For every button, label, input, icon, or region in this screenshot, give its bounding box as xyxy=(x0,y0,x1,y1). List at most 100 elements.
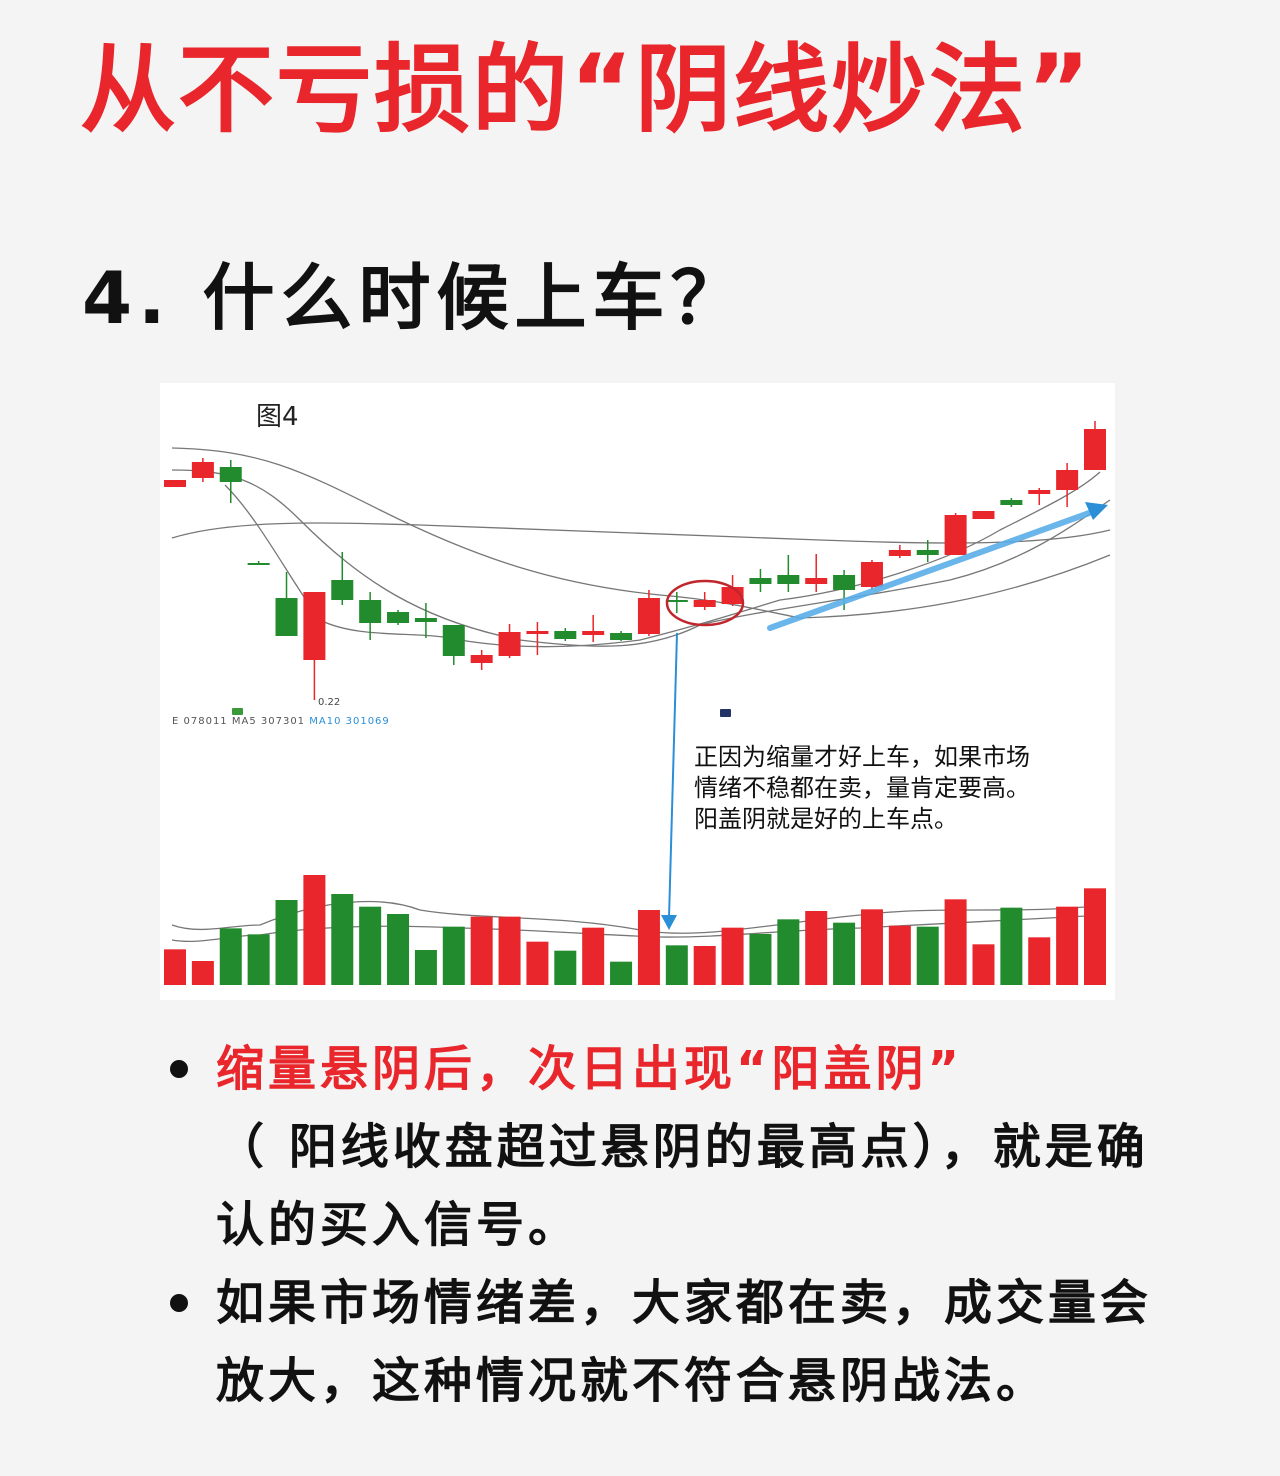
ma-line-mid xyxy=(171,522,1111,544)
candle-body xyxy=(777,575,800,584)
candle xyxy=(916,540,939,562)
candle xyxy=(972,511,995,519)
candle-body xyxy=(693,600,716,607)
legend-ma10: MA10 301069 xyxy=(309,716,390,727)
signal-pointer-line xyxy=(668,632,678,919)
low-price-label: 0.22 xyxy=(318,697,341,708)
volume-bar xyxy=(944,899,967,985)
volume-bar xyxy=(1028,937,1051,985)
trend-arrow-head xyxy=(1085,502,1108,520)
candle xyxy=(693,592,716,610)
candle xyxy=(888,545,911,558)
candle-body xyxy=(665,600,688,602)
volume-ma-line-1 xyxy=(171,900,1106,934)
chart-annotation: 正因为缩量才好上车，如果市场 情绪不稳都在卖，量肯定要高。 阳盖阴就是好的上车点… xyxy=(694,742,1030,835)
bullet-text: 如果市场情绪差，大家都在卖，成交量会放大，这种情况就不符合悬阴战法。 xyxy=(216,1275,1153,1409)
bullet-list: 缩量悬阴后，次日出现“阳盖阴” （ 阳线收盘超过悬阴的最高点），就是确认的买入信… xyxy=(170,1030,1180,1420)
candle-body xyxy=(833,575,856,590)
candle-body xyxy=(916,550,939,555)
candle xyxy=(1084,421,1106,470)
candle xyxy=(1000,498,1023,507)
volume-bar xyxy=(693,946,716,985)
candle xyxy=(805,554,828,592)
candle xyxy=(303,592,326,700)
candle xyxy=(749,569,772,592)
bullet-item: 如果市场情绪差，大家都在卖，成交量会放大，这种情况就不符合悬阴战法。 xyxy=(170,1264,1180,1420)
candle-body xyxy=(359,600,382,623)
volume-bar xyxy=(275,900,298,985)
candle xyxy=(526,622,549,655)
candle-body xyxy=(303,592,326,660)
bullet-highlight: 缩量悬阴后，次日出现“阳盖阴” xyxy=(216,1041,964,1097)
candle xyxy=(1056,463,1079,507)
candle-body xyxy=(247,563,270,565)
candle xyxy=(414,603,437,638)
volume-bar xyxy=(777,919,800,985)
ma-line-short xyxy=(171,469,1111,647)
indicator-tag xyxy=(720,709,731,717)
candle xyxy=(637,590,660,636)
bullet-dot-icon xyxy=(170,1060,188,1078)
candle xyxy=(944,513,967,555)
candle-body xyxy=(1056,470,1079,490)
candle-body xyxy=(331,580,354,600)
candle-body xyxy=(1000,500,1023,505)
candle-body xyxy=(219,467,242,482)
legend-prefix: E 078011 xyxy=(172,716,228,727)
volume-bar xyxy=(749,934,772,985)
candle xyxy=(777,555,800,592)
candle xyxy=(1028,488,1051,505)
candle-body xyxy=(275,598,298,636)
section-heading: 4. 什么时候上车？ xyxy=(82,256,749,340)
candle-body xyxy=(582,631,605,635)
candle xyxy=(164,480,186,487)
volume-bar xyxy=(1000,907,1023,985)
volume-bar xyxy=(387,914,410,985)
candle-body xyxy=(526,631,549,634)
candle xyxy=(665,592,688,613)
candle xyxy=(219,460,242,503)
candle-body xyxy=(805,578,828,584)
highlight-circle xyxy=(665,579,745,627)
volume-bar xyxy=(721,927,744,985)
candle xyxy=(359,592,382,640)
volume-bar xyxy=(442,926,465,985)
candle xyxy=(610,631,633,641)
candle xyxy=(275,572,298,636)
ma-legend: E 078011 MA5 307301 MA10 301069 xyxy=(172,716,390,727)
volume-bar xyxy=(582,927,605,985)
moving-average-lines xyxy=(171,447,1111,943)
bullet-dot-icon xyxy=(170,1294,188,1312)
annotation-line: 正因为缩量才好上车，如果市场 xyxy=(694,743,1030,771)
candle xyxy=(331,552,354,605)
volume-bar xyxy=(470,916,493,985)
volume-bar xyxy=(331,894,354,985)
volume-bar xyxy=(498,916,521,985)
volume-bar xyxy=(219,928,242,985)
candle-body xyxy=(888,550,911,556)
annotation-line: 阳盖阴就是好的上车点。 xyxy=(694,805,958,833)
candle-body xyxy=(387,612,410,623)
candle xyxy=(860,560,883,590)
volume-bar xyxy=(303,875,326,985)
volume-bar xyxy=(833,922,856,985)
bullet-item: 缩量悬阴后，次日出现“阳盖阴” （ 阳线收盘超过悬阴的最高点），就是确认的买入信… xyxy=(170,1030,1180,1264)
volume-bar xyxy=(526,941,549,985)
candle xyxy=(247,561,270,565)
annotation-line: 情绪不稳都在卖，量肯定要高。 xyxy=(694,774,1030,802)
candle-body xyxy=(749,578,772,584)
candle-body xyxy=(944,515,967,555)
bullet-text: （ 阳线收盘超过悬阴的最高点），就是确认的买入信号。 xyxy=(216,1119,1149,1253)
candle xyxy=(498,624,521,658)
trend-arrow-line xyxy=(767,509,1095,631)
candle xyxy=(582,615,605,642)
candle-body xyxy=(1084,429,1106,470)
candle-body xyxy=(470,655,493,663)
volume-bar xyxy=(164,949,186,985)
volume-bar xyxy=(359,906,382,985)
candle-body xyxy=(554,631,577,639)
volume-bar xyxy=(610,961,633,985)
volume-bar xyxy=(191,961,214,985)
candle xyxy=(191,458,214,482)
